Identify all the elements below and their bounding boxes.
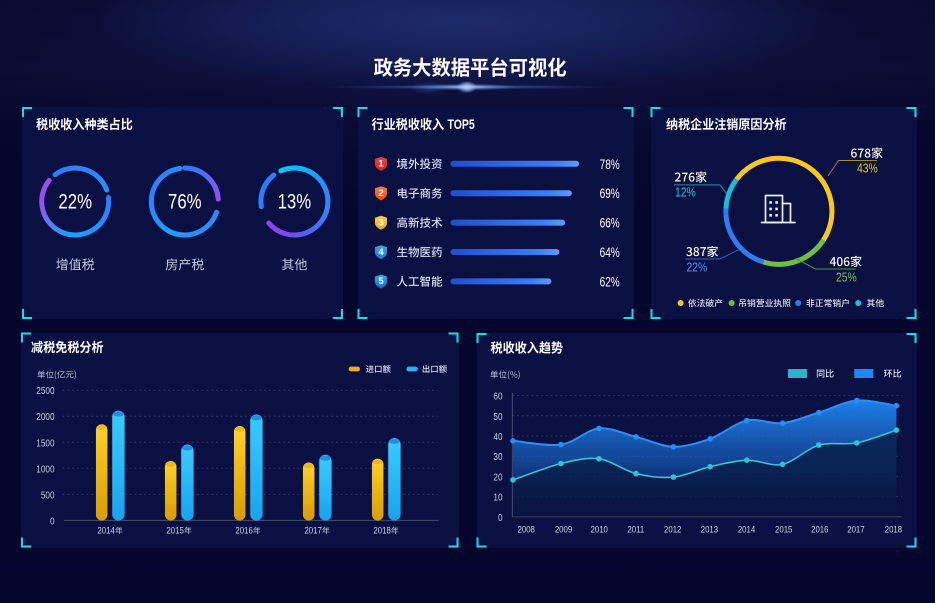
svg-text:43%: 43%	[857, 161, 878, 175]
svg-text:4: 4	[378, 247, 384, 258]
svg-text:69%: 69%	[600, 186, 620, 202]
svg-text:76%: 76%	[168, 191, 202, 214]
svg-text:2011: 2011	[627, 524, 644, 535]
svg-text:2018: 2018	[373, 525, 391, 536]
svg-text:2017: 2017	[847, 524, 865, 535]
svg-text:50: 50	[493, 410, 502, 422]
svg-text:2008: 2008	[518, 524, 536, 535]
svg-text:13%: 13%	[278, 191, 312, 214]
svg-text:2013: 2013	[701, 524, 719, 535]
svg-text:20: 20	[493, 470, 502, 482]
svg-text:12%: 12%	[675, 185, 696, 199]
svg-text:78%: 78%	[600, 156, 620, 172]
svg-text:TOP5: TOP5	[448, 117, 476, 133]
svg-text:2014: 2014	[738, 524, 756, 535]
svg-text:2: 2	[378, 188, 383, 199]
svg-text:2018: 2018	[885, 524, 903, 535]
svg-text:1500: 1500	[36, 436, 54, 448]
svg-text:10: 10	[493, 491, 502, 503]
svg-text:22%: 22%	[58, 191, 92, 214]
svg-text:2012: 2012	[664, 524, 682, 535]
svg-text:2017: 2017	[304, 525, 322, 536]
svg-text:22%: 22%	[687, 260, 708, 274]
svg-text:62%: 62%	[600, 274, 620, 290]
svg-text:2015: 2015	[166, 525, 184, 536]
svg-text:5: 5	[378, 276, 384, 287]
svg-text:2016: 2016	[811, 524, 829, 535]
svg-text:1: 1	[378, 159, 384, 170]
svg-text:0: 0	[498, 511, 503, 523]
svg-text:2009: 2009	[555, 524, 573, 535]
svg-text:25%: 25%	[836, 270, 857, 284]
svg-text:2015: 2015	[775, 524, 793, 535]
svg-text:40: 40	[493, 430, 502, 442]
svg-text:2010: 2010	[591, 524, 609, 535]
svg-text:2014: 2014	[97, 525, 115, 536]
svg-text:2500: 2500	[36, 384, 54, 396]
svg-text:2016: 2016	[235, 525, 253, 536]
svg-text:3: 3	[378, 217, 383, 228]
svg-text:64%: 64%	[600, 244, 620, 260]
svg-text:1000: 1000	[36, 462, 54, 474]
svg-text:500: 500	[41, 488, 55, 500]
svg-text:0: 0	[50, 514, 55, 526]
svg-text:66%: 66%	[600, 215, 620, 231]
svg-text:2000: 2000	[36, 410, 54, 422]
svg-text:60: 60	[493, 390, 502, 402]
svg-text:30: 30	[493, 450, 502, 462]
